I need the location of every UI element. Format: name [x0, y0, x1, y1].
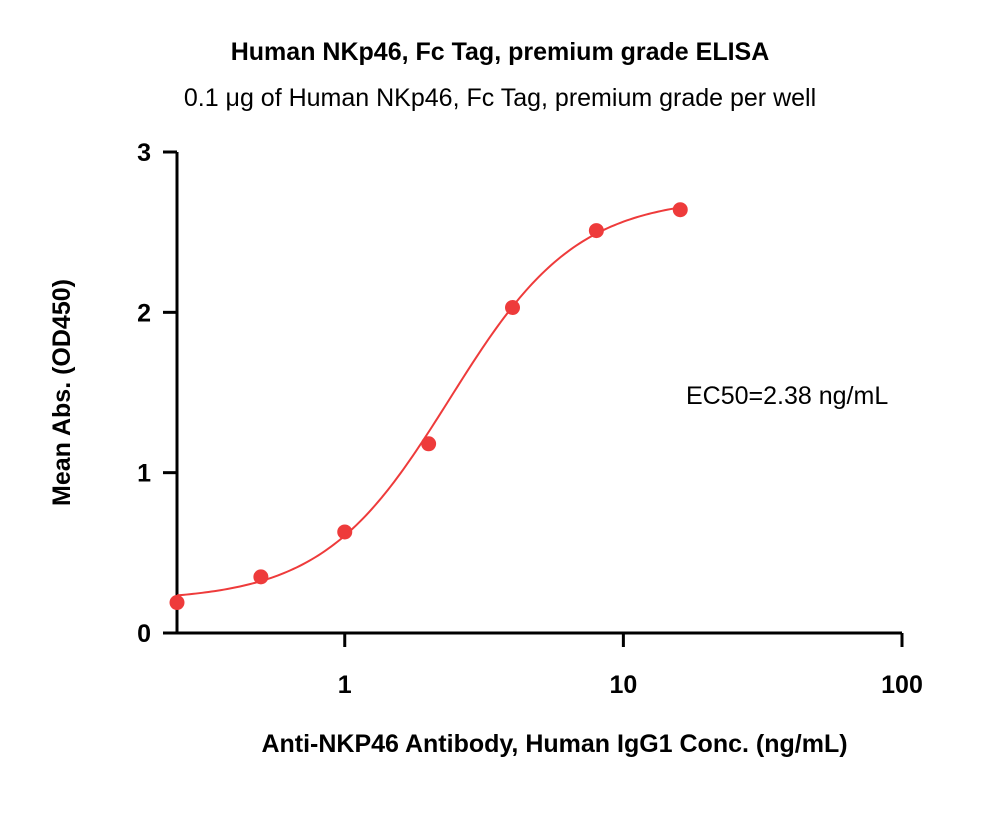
x-axis-title: Anti-NKP46 Antibody, Human IgG1 Conc. (n…	[261, 730, 847, 758]
y-tick-label: 2	[137, 299, 151, 327]
y-tick-label: 3	[137, 139, 151, 167]
data-point	[504, 300, 520, 316]
fit-curve	[176, 206, 681, 597]
x-tick-label: 1	[338, 671, 352, 699]
ec50-annotation: EC50=2.38 ng/mL	[686, 382, 888, 410]
y-axis-title: Mean Abs. (OD450)	[48, 279, 76, 506]
data-point	[588, 223, 604, 239]
data-point	[253, 569, 269, 585]
chart-title: Human NKp46, Fc Tag, premium grade ELISA	[230, 38, 770, 66]
y-tick-label: 1	[137, 460, 151, 488]
data-point	[169, 595, 185, 611]
data-point	[337, 524, 353, 540]
x-tick-label: 100	[881, 671, 923, 699]
x-tick-label: 10	[609, 671, 637, 699]
data-point	[672, 202, 688, 218]
y-tick-label: 0	[137, 620, 151, 648]
data-point	[421, 436, 437, 452]
chart-subtitle: 0.1 μg of Human NKp46, Fc Tag, premium g…	[183, 84, 817, 112]
